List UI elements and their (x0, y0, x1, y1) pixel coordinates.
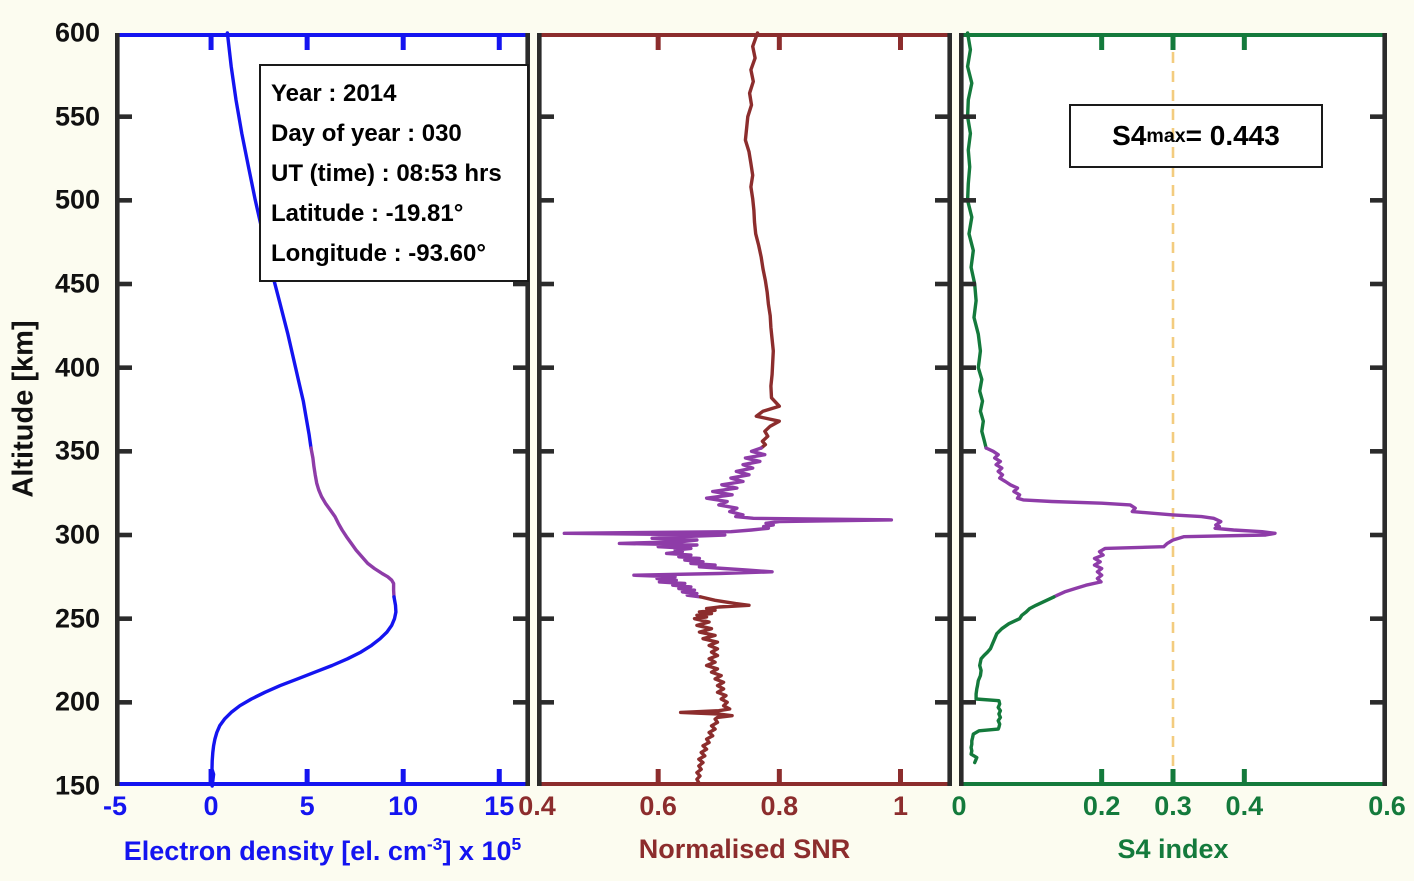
y-tick-label: 250 (54, 603, 100, 634)
y-tick-label: 300 (54, 519, 100, 550)
x-axis-label-superscript: -3 (426, 834, 443, 854)
s4-lower-curve (969, 595, 1056, 765)
y-tick-label: 350 (54, 435, 100, 466)
s4max-prefix: S4 (1112, 120, 1147, 151)
s4-scintillation-curve (984, 446, 1277, 599)
info-year: Year : 2014 (271, 80, 397, 107)
x-tick-label: 5 (299, 791, 315, 821)
electron-density-x-ticks: -5 0 5 10 15 (103, 791, 530, 825)
x-tick-label: -5 (102, 791, 128, 821)
s4-index-plot (958, 31, 1388, 786)
x-tick-label: 0.2 (1082, 791, 1121, 821)
s4-index-x-ticks: 0 0.2 0.3 0.4 0.6 (951, 791, 1405, 825)
y-tick-label: 400 (54, 352, 100, 383)
normalised-snr-plot (536, 31, 953, 786)
x-tick-label: 0.6 (1368, 791, 1406, 821)
electron-density-axis-label: Electron density [el. cm-3] x 105 (115, 834, 530, 867)
s4max-box: S4 max = 0.443 (1069, 104, 1323, 168)
x-tick-label: 0.4 (1225, 791, 1264, 821)
snr-upper-curve (743, 31, 782, 450)
y-tick-label: 500 (54, 184, 100, 215)
normalised-snr-panel (536, 31, 953, 786)
x-tick-label: 0 (203, 791, 219, 821)
info-day-of-year: Day of year : 030 (271, 120, 462, 147)
x-tick-label: 0.4 (518, 791, 556, 821)
y-tick-label: 200 (54, 686, 100, 717)
info-ut-time: UT (time) : 08:53 hrs (271, 160, 502, 187)
x-tick-label: 0.6 (639, 791, 677, 821)
x-tick-label: 10 (388, 791, 419, 821)
y-tick-label: 150 (54, 770, 100, 801)
y-tick-label: 600 (54, 17, 100, 48)
x-tick-label: 0 (951, 791, 967, 821)
s4max-value: = 0.443 (1185, 120, 1280, 151)
x-tick-label: 15 (484, 791, 515, 821)
info-latitude: Latitude : -19.81° (271, 200, 464, 227)
x-axis-label-superscript: 5 (511, 834, 522, 854)
normalised-snr-x-ticks: 0.4 0.6 0.8 1 (518, 791, 952, 825)
x-tick-label: 0.8 (760, 791, 799, 821)
x-tick-label: 1 (892, 791, 909, 821)
normalised-snr-axis-label: Normalised SNR (638, 834, 851, 864)
event-info-box: Year : 2014 Day of year : 030 UT (time) … (259, 64, 529, 282)
snr-lower-curve (678, 595, 751, 786)
x-tick-label: 0.3 (1154, 791, 1192, 821)
y-tick-label: 550 (54, 101, 100, 132)
s4-index-panel (958, 31, 1388, 786)
info-longitude: Longitude : -93.60° (271, 240, 486, 267)
x-axis-label-text: ] x 10 (442, 836, 512, 866)
y-axis-tick-labels: 600 550 500 450 400 350 300 250 200 150 (0, 18, 106, 801)
y-tick-label: 450 (54, 268, 100, 299)
s4-upper-curve (965, 31, 988, 450)
snr-scintillation-curve (562, 446, 894, 599)
s4-index-axis-label: S4 index (1117, 834, 1229, 864)
electron-density-plot (114, 31, 531, 788)
electron-density-upper-curve (225, 31, 313, 450)
x-axis-label-text: Electron density [el. cm (123, 836, 427, 866)
electron-density-lower-curve (210, 595, 398, 788)
electron-density-scintillation-curve (309, 446, 396, 599)
